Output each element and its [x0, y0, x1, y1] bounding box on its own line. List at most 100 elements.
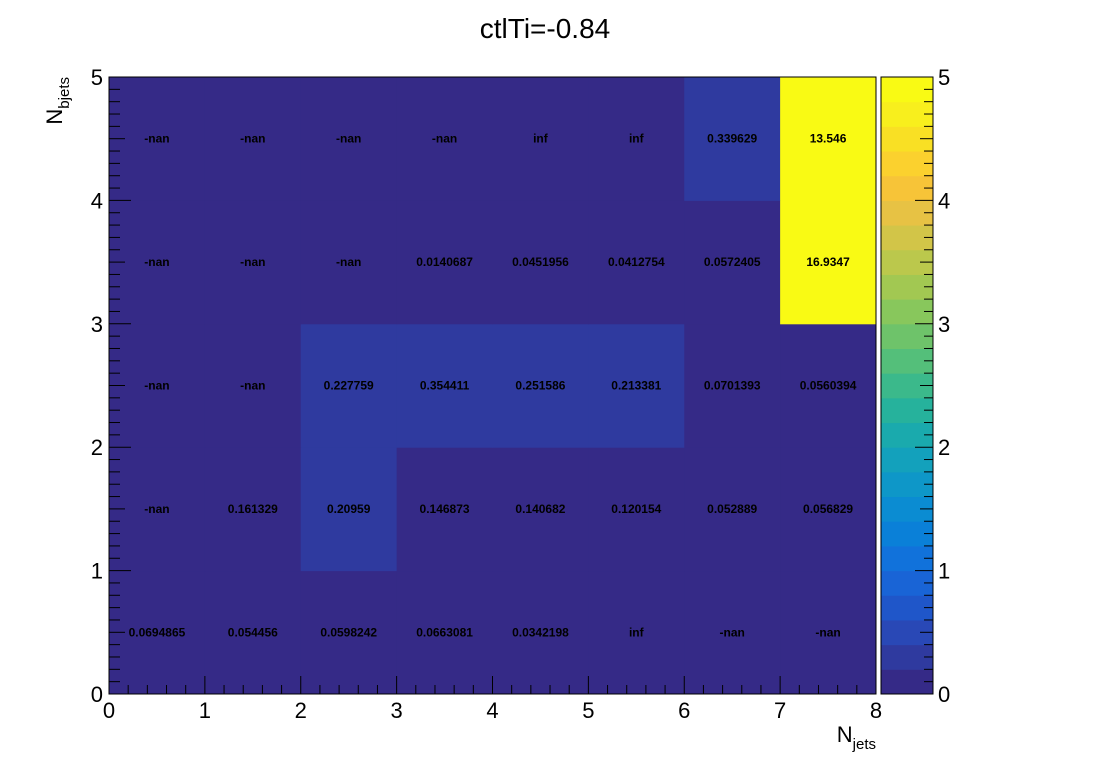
cell-value-label: -nan [432, 132, 457, 146]
x-tick-label: 1 [199, 698, 211, 723]
cell-value-label: 0.146873 [420, 502, 470, 516]
cell-value-label: 0.0663081 [416, 625, 473, 639]
cell-value-label: 0.0342198 [512, 625, 569, 639]
heatmap-cell [109, 200, 206, 325]
cell-value-label: 0.120154 [611, 502, 661, 516]
chart-title: ctlTi=-0.84 [480, 13, 610, 44]
cell-value-label: -nan [720, 625, 745, 639]
y-tick-label: 1 [91, 559, 103, 584]
cell-value-label: inf [629, 625, 645, 639]
z-tick-label: 0 [938, 682, 950, 707]
cell-value-label: 0.0694865 [129, 625, 186, 639]
z-tick-label: 1 [938, 559, 950, 584]
cell-value-label: -nan [240, 255, 265, 269]
cell-value-label: -nan [815, 625, 840, 639]
heatmap-cell [204, 570, 302, 695]
heatmap-cell [588, 77, 685, 201]
cell-value-label: 0.20959 [327, 502, 371, 516]
heatmap-cell [588, 200, 685, 325]
heatmap-cell [780, 447, 877, 572]
z-tick-label: 5 [938, 65, 950, 90]
y-axis: 0 1 2 3 4 5 [91, 65, 131, 707]
heatmap-cell [204, 447, 302, 572]
x-tick-label: 8 [870, 698, 882, 723]
x-tick-label: 0 [103, 698, 115, 723]
heatmap-cell [300, 77, 398, 201]
cell-value-label: -nan [144, 502, 169, 516]
heatmap-cell [492, 323, 589, 448]
heatmap-cell [109, 570, 206, 695]
heatmap-cell [396, 77, 493, 201]
heatmap-cell [492, 570, 589, 695]
y-tick-label: 2 [91, 435, 103, 460]
heatmap-cell [396, 200, 493, 325]
cell-value-label: inf [629, 132, 645, 146]
cell-value-label: 0.0572405 [704, 255, 761, 269]
heatmap-cell [492, 77, 589, 201]
heatmap-cell [204, 323, 302, 448]
heatmap-cell [109, 447, 206, 572]
heatmap-cell [300, 323, 398, 448]
y-tick-label: 5 [91, 65, 103, 90]
cell-value-label: 0.054456 [228, 625, 278, 639]
cell-value-label: -nan [240, 379, 265, 393]
cell-value-label: 0.339629 [707, 132, 757, 146]
heatmap-cell [300, 447, 398, 572]
heatmap-cell [492, 447, 589, 572]
x-axis: 0 1 2 3 4 5 6 7 8 [103, 676, 882, 723]
cell-value-label: 0.0140687 [416, 255, 473, 269]
cell-value-label: 0.354411 [420, 379, 470, 393]
cell-value-label: -nan [240, 132, 265, 146]
cell-value-label: -nan [144, 132, 169, 146]
cell-value-label: 0.0560394 [800, 379, 857, 393]
heatmap-cell [588, 323, 685, 448]
heatmap-cell [684, 200, 781, 325]
x-axis-title: Njets [837, 722, 876, 753]
x-tick-label: 3 [391, 698, 403, 723]
z-tick-label: 2 [938, 435, 950, 460]
z-tick-label: 3 [938, 312, 950, 337]
cell-value-label: -nan [336, 255, 361, 269]
cell-value-label: 0.052889 [707, 502, 757, 516]
heatmap-cell [780, 77, 877, 201]
x-tick-label: 4 [486, 698, 498, 723]
x-tick-label: 5 [582, 698, 594, 723]
heatmap-cell [780, 570, 877, 695]
heatmap-cell [588, 570, 685, 695]
heatmap-cell [780, 323, 877, 448]
x-tick-label: 6 [678, 698, 690, 723]
heatmap-cell [396, 323, 493, 448]
cell-labels: 0.0694865 0.054456 0.0598242 0.0663081 0.034… [129, 132, 857, 640]
y-tick-label: 0 [91, 682, 103, 707]
heatmap-cell [204, 77, 302, 201]
cell-value-label: 0.213381 [611, 379, 661, 393]
z-tick-label: 4 [938, 188, 950, 213]
heatmap-cell [684, 570, 781, 695]
cell-value-label: 0.140682 [515, 502, 565, 516]
y-tick-label: 4 [91, 188, 103, 213]
y-axis-title: Nbjets [42, 77, 73, 125]
heatmap-cell [780, 200, 877, 325]
heatmap-cell [109, 77, 206, 201]
cell-value-label: 0.161329 [228, 502, 278, 516]
cell-value-label: inf [533, 132, 549, 146]
cell-value-label: 0.0701393 [704, 379, 761, 393]
cell-value-label: 0.0598242 [320, 625, 377, 639]
heatmap-cell [684, 323, 781, 448]
cell-value-label: 0.251586 [515, 379, 565, 393]
heatmap-cell [396, 570, 493, 695]
heatmap-cells [109, 77, 877, 695]
cell-value-label: 0.0451956 [512, 255, 569, 269]
cell-value-label: 16.9347 [806, 255, 850, 269]
cell-value-label: 13.546 [810, 132, 847, 146]
heatmap-cell [492, 200, 589, 325]
cell-value-label: -nan [144, 379, 169, 393]
heatmap-cell [588, 447, 685, 572]
cell-value-label: -nan [336, 132, 361, 146]
heatmap-cell [109, 323, 206, 448]
y-tick-label: 3 [91, 312, 103, 337]
heatmap-cell [300, 200, 398, 325]
heatmap-cell [684, 77, 781, 201]
cell-value-label: 0.0412754 [608, 255, 665, 269]
